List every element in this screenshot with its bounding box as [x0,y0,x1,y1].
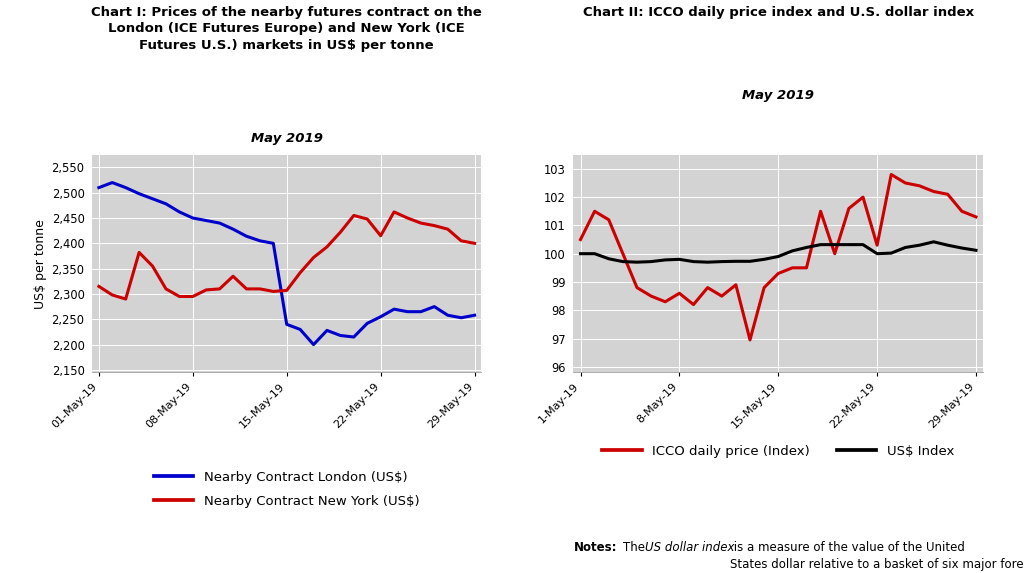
Text: May 2019: May 2019 [742,89,814,102]
Text: Chart II: ICCO daily price index and U.S. dollar index: Chart II: ICCO daily price index and U.S… [583,6,974,19]
Y-axis label: US$ per tonne: US$ per tonne [35,219,47,308]
Legend: Nearby Contract London (US$), Nearby Contract New York (US$): Nearby Contract London (US$), Nearby Con… [154,470,420,508]
Legend: ICCO daily price (Index), US$ Index: ICCO daily price (Index), US$ Index [602,445,954,458]
Text: is a measure of the value of the United
States dollar relative to a basket of si: is a measure of the value of the United … [730,541,1024,571]
Text: Notes:: Notes: [573,541,616,555]
Text: May 2019: May 2019 [251,132,323,145]
Text: US dollar index: US dollar index [645,541,734,555]
Text: Chart I: Prices of the nearby futures contract on the
London (ICE Futures Europe: Chart I: Prices of the nearby futures co… [91,6,482,52]
Text: The: The [623,541,648,555]
